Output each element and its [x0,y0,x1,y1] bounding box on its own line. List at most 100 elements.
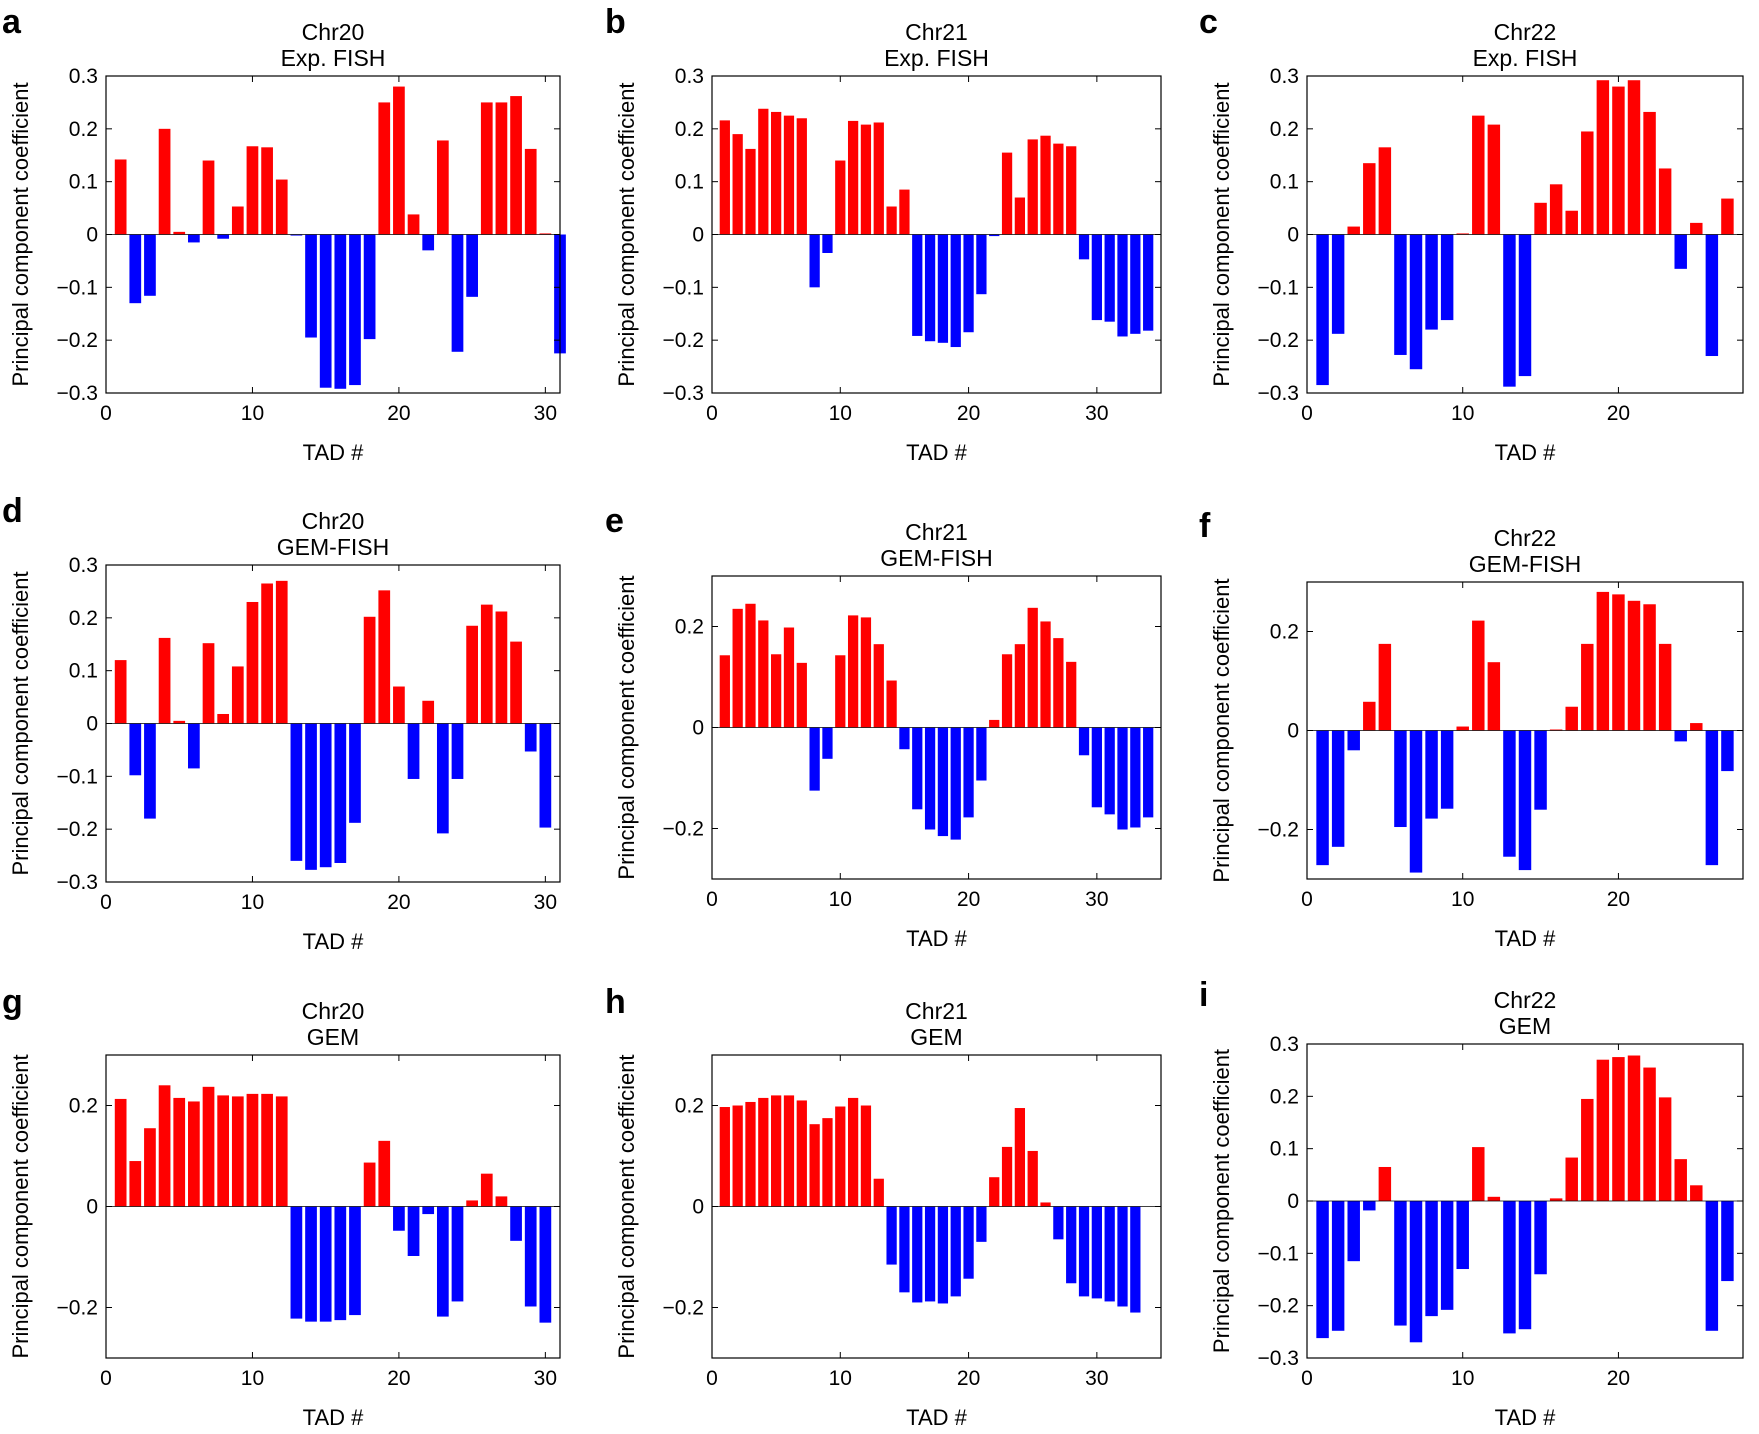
bar-tad-30 [1091,1206,1102,1299]
bar-tad-21 [976,727,987,781]
x-tick-label: 10 [1451,402,1474,425]
bar-tad-9 [1440,234,1454,321]
bar-tad-16 [912,727,923,810]
x-tick-label: 10 [241,402,264,425]
bar-tad-14 [886,680,897,728]
y-axis-label: Principal component coefficient [8,82,33,386]
y-tick-label: −0.2 [663,818,704,841]
bar-tad-12 [275,179,288,235]
bar-tad-19 [950,727,961,840]
bar-tad-11 [847,1097,859,1207]
bar-tad-17 [924,234,936,342]
y-axis-label: Principal component coefficient [1209,82,1234,386]
chart-title-line1: Chr22 [1494,987,1557,1013]
bar-tad-30 [1091,234,1102,321]
y-axis-label: Principal component coefficient [8,571,33,875]
bar-tad-15 [899,1206,910,1293]
bar-tad-18 [937,727,949,837]
x-axis-label: TAD # [303,1405,364,1430]
bar-tad-14 [886,1206,897,1265]
x-axis-label: TAD # [1495,1405,1556,1430]
bar-tad-21 [407,723,420,779]
y-tick-label: 0.3 [1270,65,1299,88]
bar-tad-15 [1534,202,1547,235]
y-tick-label: −0.3 [57,871,98,894]
x-tick-label: 10 [829,1367,852,1390]
y-tick-label: −0.1 [57,276,98,299]
y-axis-label: Principal component coefficient [614,82,639,386]
bar-tad-6 [188,723,200,769]
bar-tad-6 [1394,234,1407,355]
x-tick-label: 20 [387,402,410,425]
x-tick-label: 20 [1607,888,1630,911]
bar-tad-20 [1612,594,1625,731]
y-tick-label: 0.1 [69,171,98,194]
bar-tad-19 [950,234,961,348]
bar-tad-21 [976,1206,987,1242]
bar-tad-7 [796,1100,807,1207]
x-tick-label: 0 [100,891,112,914]
bar-tad-29 [1078,727,1090,756]
bar-tad-7 [202,1086,215,1207]
chart-title-line1: Chr20 [302,998,365,1024]
bar-tad-11 [847,615,859,728]
bar-tad-2 [1331,730,1345,847]
y-tick-label: 0.2 [1270,1085,1299,1108]
bar-tad-26 [1040,1202,1051,1207]
bar-tad-11 [847,120,859,235]
bar-tad-20 [393,686,405,724]
bar-tad-1 [114,159,127,235]
bar-tad-25 [466,1200,478,1207]
bar-tad-26 [1705,730,1719,866]
bar-tad-30 [1091,727,1102,808]
bar-tad-6 [188,1101,200,1207]
panel-letter: h [605,983,626,1021]
x-axis-label: TAD # [906,1405,967,1430]
bar-tad-15 [319,1206,332,1322]
bar-tad-9 [231,1096,244,1207]
bar-tad-33 [1130,1206,1141,1313]
bar-tad-27 [1053,143,1064,235]
bar-tad-17 [1565,706,1578,731]
bar-tad-22 [1643,604,1656,731]
bar-tad-24 [451,1206,464,1302]
bar-tad-6 [783,627,795,728]
x-tick-label: 10 [1451,1367,1474,1390]
bar-tad-23 [436,723,449,834]
bar-tad-29 [524,1206,537,1307]
y-tick-label: 0 [86,713,98,736]
bar-tad-5 [771,111,782,235]
bar-tad-12 [860,617,872,728]
bar-tad-8 [809,1124,820,1207]
bar-tad-7 [202,160,215,235]
bar-tad-19 [1596,80,1610,235]
bar-tad-33 [1130,234,1141,334]
chart-title-line2: Exp. FISH [1473,45,1578,71]
bar-tad-29 [524,148,537,235]
y-tick-label: 0 [692,717,704,740]
bar-tad-18 [1581,1098,1594,1201]
bar-tad-3 [745,1101,756,1207]
y-tick-label: −0.2 [663,329,704,352]
bar-tad-7 [796,662,807,728]
chart-title-line2: Exp. FISH [281,45,386,71]
y-tick-label: −0.2 [57,329,98,352]
bar-tad-11 [261,147,273,235]
bar-tad-6 [1394,730,1407,828]
bar-tad-10 [835,1106,846,1207]
y-tick-label: 0.2 [1270,621,1299,644]
bar-tad-25 [1690,222,1703,235]
bar-tad-24 [1014,644,1026,728]
bar-tad-4 [758,1097,769,1207]
bar-tad-8 [809,234,820,288]
bar-tad-4 [1363,163,1376,235]
x-axis-label: TAD # [906,440,967,465]
x-tick-label: 0 [100,402,112,425]
x-tick-label: 10 [241,1367,264,1390]
bar-tad-16 [334,234,347,389]
y-tick-label: −0.2 [1258,329,1299,352]
bar-tad-14 [1518,730,1532,871]
chart-title-line2: GEM-FISH [880,545,992,571]
